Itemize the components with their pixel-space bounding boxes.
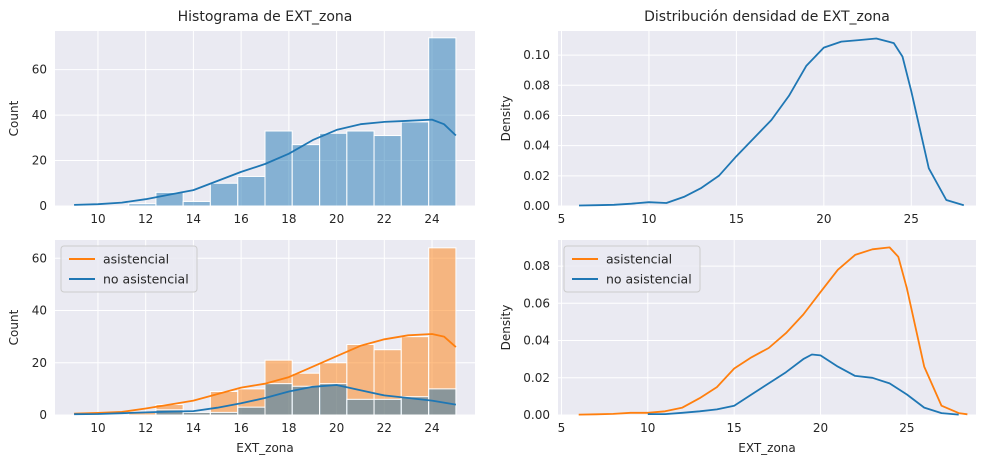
histogram-bar-no-asistencial [346,398,375,416]
y-tick-label: 0.02 [523,169,550,183]
x-tick-label: 12 [138,421,153,435]
y-tick-label: 60 [32,251,47,265]
kde-line-no-asistencial [74,384,457,416]
histogram-bar-no-asistencial [182,411,211,416]
x-tick-label: 10 [641,212,656,226]
y-axis-label: Count [7,100,21,136]
x-tick-label: 24 [424,212,439,226]
histogram-bar-asistencial [428,247,457,416]
y-tick-label: 40 [32,108,47,122]
x-tick-label: 20 [813,421,828,435]
x-tick-label: 14 [186,421,201,435]
y-axis-label: Density [499,305,513,351]
histogram-bar-count [373,135,402,207]
plot-background [558,31,976,206]
x-tick-label: 16 [233,212,248,226]
x-tick-label: 20 [816,212,831,226]
x-tick-label: 10 [640,421,655,435]
x-tick-label: 16 [233,421,248,435]
legend-label: no asistencial [103,272,189,287]
kde-line-asistencial [74,333,457,415]
x-tick-label: 10 [90,421,105,435]
x-tick-label: 15 [727,421,742,435]
y-axis-label: Count [7,309,21,345]
x-tick-label: 15 [729,212,744,226]
y-tick-label: 0.06 [523,108,550,122]
y-tick-label: 20 [32,154,47,168]
legend-label: asistencial [103,252,169,267]
y-tick-label: 0.02 [523,371,550,385]
x-axis-label: EXT_zona [236,441,294,455]
y-tick-label: 0.10 [523,48,550,62]
y-tick-label: 40 [32,304,47,318]
histogram-bar-no-asistencial [291,385,321,416]
legend-box [563,245,701,293]
histogram-bar-count [209,182,239,207]
legend-box [60,245,198,293]
density-line-no-asistencial [647,353,959,416]
x-tick-label: 22 [377,421,392,435]
y-tick-label: 20 [32,356,47,370]
y-tick-label: 0.04 [523,334,550,348]
chart-title: Distribución densidad de EXT_zona [644,9,890,25]
histogram-bar-no-asistencial [264,383,293,416]
x-tick-label: 24 [424,421,439,435]
histogram-bar-count [237,175,266,207]
y-tick-label: 0.00 [523,199,550,213]
density-line [578,37,965,207]
y-tick-label: 0.00 [523,408,550,422]
legend: asistencial no asistencial [563,245,701,293]
x-tick-label: 20 [329,421,344,435]
histogram-bar-count [291,144,321,207]
chart-panel-p4: 5 10 15 20 25 0.00 0.02 0.04 0.06 0.08 Density EXT_… [499,240,976,455]
kde-line [74,118,457,206]
y-tick-label: 0 [39,199,47,213]
histogram-bar-count [319,132,348,207]
y-tick-label: 0.08 [523,78,550,92]
legend-label: no asistencial [606,272,692,287]
x-tick-label: 10 [90,212,105,226]
y-tick-label: 60 [32,63,47,77]
y-tick-label: 0.06 [523,296,550,310]
x-tick-label: 18 [281,421,296,435]
density-line-asistencial [578,246,968,416]
x-tick-label: 18 [281,212,296,226]
y-tick-label: 0.08 [523,259,550,273]
x-tick-label: 5 [558,212,566,226]
x-tick-label: 25 [899,421,914,435]
histogram-bar-no-asistencial [373,398,402,416]
legend-label: asistencial [606,252,672,267]
y-tick-label: 0.04 [523,139,550,153]
histogram-bar-no-asistencial [237,406,266,416]
histogram-bar-no-asistencial [319,383,348,416]
histogram-bar-count [128,203,157,207]
histogram-bar-no-asistencial [209,411,239,416]
histogram-bar-count [400,121,430,207]
x-tick-label: 25 [904,212,919,226]
x-tick-label: 22 [377,212,392,226]
histogram-bar-count [264,130,293,207]
y-tick-label: 0 [39,408,47,422]
x-tick-label: 14 [186,212,201,226]
histogram-bar-count [182,200,211,207]
histogram-bar-count [346,130,375,207]
chart-panel-p2: 5 10 15 20 25 0.00 0.02 0.04 0.06 0.08 0.10 Distrib… [499,9,976,226]
x-axis-label: EXT_zona [738,441,796,455]
chart-title: Histograma de EXT_zona [178,9,353,25]
x-tick-label: 12 [138,212,153,226]
x-tick-label: 20 [329,212,344,226]
x-tick-label: 5 [558,421,566,435]
chart-panel-p3: 10 12 14 16 18 20 22 24 0 20 40 60 Count EXT_zona asis… [7,240,475,455]
y-axis-label: Density [499,96,513,142]
histogram-bar-count [428,37,457,207]
chart-panel-p1: 10 12 14 16 18 20 22 24 0 20 40 60 Histograma de EXT… [7,9,475,226]
legend: asistencial no asistencial [60,245,198,293]
